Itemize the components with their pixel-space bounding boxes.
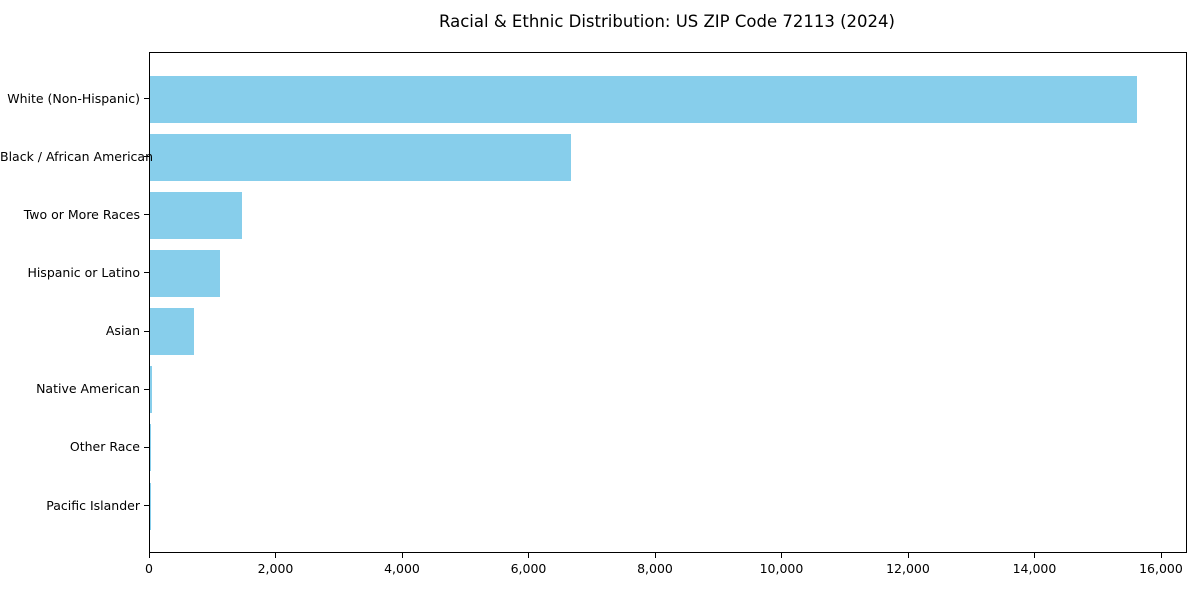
y-tick-mark xyxy=(144,156,149,158)
x-tick-mark xyxy=(275,553,277,558)
x-tick-mark xyxy=(1160,553,1162,558)
x-tick-mark xyxy=(1034,553,1036,558)
y-axis-label: Two or More Races xyxy=(23,206,140,222)
y-tick-mark xyxy=(144,446,149,448)
plot-area xyxy=(149,52,1187,553)
x-tick-label: 16,000 xyxy=(1139,561,1183,576)
bar xyxy=(150,424,151,472)
y-axis-label: Pacific Islander xyxy=(46,497,140,513)
bar xyxy=(150,249,220,297)
chart-title: Racial & Ethnic Distribution: US ZIP Cod… xyxy=(439,12,895,31)
x-tick-label: 0 xyxy=(145,561,153,576)
y-tick-mark xyxy=(144,330,149,332)
bar xyxy=(150,191,242,239)
x-tick-mark xyxy=(781,553,783,558)
x-tick-label: 2,000 xyxy=(257,561,294,576)
y-axis-label: Hispanic or Latino xyxy=(27,264,140,280)
y-axis-label: Asian xyxy=(105,323,140,339)
x-tick-mark xyxy=(528,553,530,558)
y-axis-label: White (Non-Hispanic) xyxy=(7,90,140,106)
bar xyxy=(150,75,1137,123)
x-tick-mark xyxy=(907,553,909,558)
x-tick-mark xyxy=(654,553,656,558)
x-tick-label: 4,000 xyxy=(384,561,420,576)
x-tick-label: 14,000 xyxy=(1012,561,1057,576)
y-axis-label: Other Race xyxy=(69,439,140,455)
x-tick-label: 8,000 xyxy=(637,561,673,576)
bar xyxy=(150,366,152,414)
y-tick-mark xyxy=(144,98,149,99)
y-axis-label: Black / African American xyxy=(0,148,154,164)
bar xyxy=(150,133,571,181)
x-tick-label: 12,000 xyxy=(886,561,930,576)
x-tick-label: 10,000 xyxy=(759,561,804,576)
y-tick-mark xyxy=(144,214,149,216)
y-axis-label: Native American xyxy=(36,381,140,397)
y-tick-mark xyxy=(144,272,149,274)
x-tick-mark xyxy=(401,553,403,558)
y-tick-mark xyxy=(144,388,149,390)
bar xyxy=(150,308,194,356)
x-tick-label: 6,000 xyxy=(510,561,547,576)
y-tick-mark xyxy=(144,505,149,506)
x-tick-mark xyxy=(149,553,150,558)
